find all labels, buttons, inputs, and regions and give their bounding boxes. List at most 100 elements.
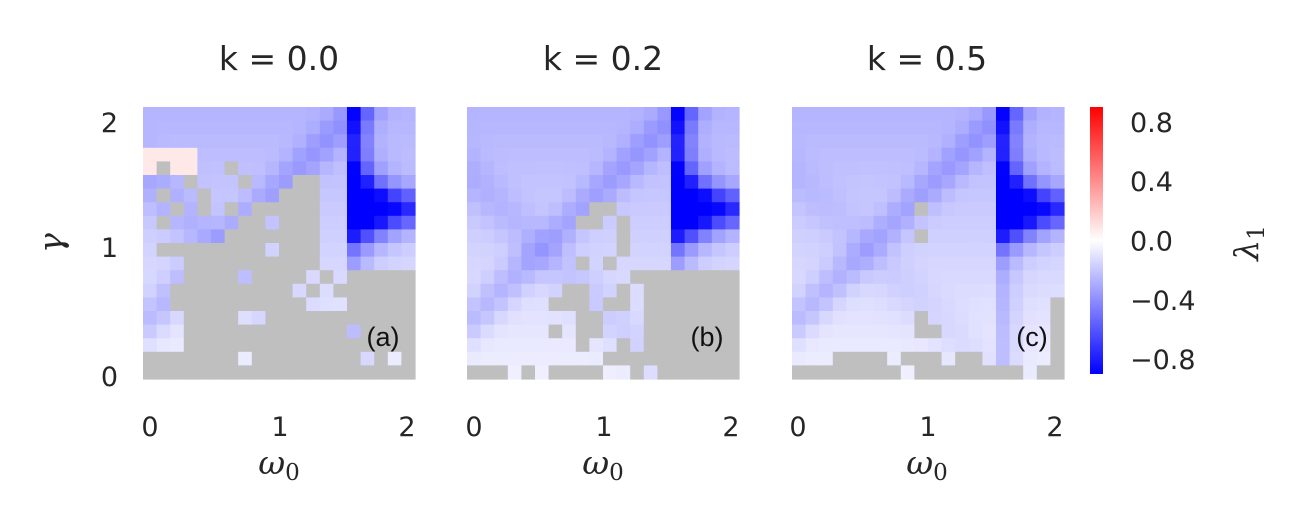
heatmap-cell (319, 297, 334, 312)
heatmap-cell (805, 215, 820, 230)
heatmap-cell (143, 229, 158, 244)
heatmap-cell (562, 270, 577, 285)
heatmap-cell (1036, 147, 1051, 162)
heatmap-cell (374, 188, 389, 203)
heatmap-cell (846, 351, 861, 366)
heatmap-cell (575, 215, 590, 230)
heatmap-cell (928, 202, 943, 217)
heatmap-cell (575, 188, 590, 203)
heatmap-cell (156, 297, 171, 312)
heatmap-cell (684, 256, 699, 271)
svg-text:ω0: ω0 (582, 443, 624, 486)
heatmap-cell (955, 161, 970, 176)
heatmap-cell (333, 215, 348, 230)
heatmap-cell (657, 311, 672, 326)
heatmap-cell (603, 243, 618, 258)
heatmap-cell (238, 243, 253, 258)
heatmap-cell (860, 351, 875, 366)
heatmap-cell (279, 229, 294, 244)
heatmap-cell (265, 120, 280, 135)
heatmap-cell (603, 351, 618, 366)
heatmap-cell (251, 283, 266, 298)
heatmap-cell (1050, 311, 1065, 326)
heatmap-cell (562, 215, 577, 230)
heatmap-cell (562, 147, 577, 162)
heatmap-cell (630, 107, 645, 122)
heatmap-cell (900, 147, 915, 162)
heatmap-cell (616, 324, 631, 339)
heatmap-cell (873, 120, 888, 135)
heatmap-cell (143, 338, 158, 353)
heatmap-cell (1036, 229, 1051, 244)
heatmap-cell (306, 351, 321, 366)
heatmap-cell (996, 351, 1011, 366)
heatmap-cell (319, 338, 334, 353)
heatmap-cell (1009, 311, 1024, 326)
heatmap-cell (832, 365, 847, 380)
heatmap-cell (401, 365, 416, 380)
heatmap-cell (211, 297, 226, 312)
heatmap-cell (143, 270, 158, 285)
heatmap-cell (819, 270, 834, 285)
heatmap-cell (968, 229, 983, 244)
heatmap-cell (480, 134, 495, 149)
heatmap-cell (805, 107, 820, 122)
heatmap-cell (521, 134, 536, 149)
heatmap-cell (982, 229, 997, 244)
heatmap-cell (562, 311, 577, 326)
heatmap-cell (589, 120, 604, 135)
heatmap-cell (494, 107, 509, 122)
heatmap-cell (333, 270, 348, 285)
heatmap-cell (887, 161, 902, 176)
heatmap-cell (292, 202, 307, 217)
heatmap-cell (941, 107, 956, 122)
y-tick-0: 0 (101, 362, 118, 393)
heatmap-cell (873, 297, 888, 312)
heatmap-cell (1009, 283, 1024, 298)
heatmap-cell (238, 311, 253, 326)
x-tick-0: 0 (789, 412, 806, 443)
heatmap-cell (347, 188, 362, 203)
x-tick-1: 1 (271, 412, 288, 443)
heatmap-cell (914, 338, 929, 353)
heatmap-cell (183, 147, 198, 162)
heatmap-cell (211, 161, 226, 176)
heatmap-cell (535, 338, 550, 353)
heatmap-cell (900, 338, 915, 353)
heatmap-cell (467, 229, 482, 244)
heatmap-cell (1009, 243, 1024, 258)
heatmap-cell (900, 311, 915, 326)
heatmap-cell (467, 202, 482, 217)
heatmap-cell (819, 243, 834, 258)
heatmap-cell (467, 297, 482, 312)
heatmap-cell (279, 175, 294, 190)
heatmap-cell (698, 202, 713, 217)
heatmap-cell (805, 365, 820, 380)
heatmap-cell (238, 283, 253, 298)
heatmap-cell (183, 256, 198, 271)
heatmap-cell (846, 324, 861, 339)
heatmap-cell (616, 256, 631, 271)
heatmap-cell (684, 202, 699, 217)
heatmap-cell (1023, 338, 1038, 353)
heatmap-cell (562, 243, 577, 258)
heatmap-cell (170, 134, 185, 149)
heatmap-cell (306, 134, 321, 149)
heatmap-cell (143, 175, 158, 190)
y-tick-2: 2 (101, 108, 118, 139)
heatmap-cell (480, 311, 495, 326)
heatmap-cell (347, 311, 362, 326)
heatmap-cell (306, 256, 321, 271)
heatmap-cell (671, 324, 686, 339)
heatmap-cell (725, 283, 740, 298)
heatmap-cell (616, 161, 631, 176)
heatmap-cell (616, 107, 631, 122)
heatmap-cell (494, 147, 509, 162)
heatmap-cell (507, 147, 522, 162)
heatmap-cell (279, 283, 294, 298)
heatmap-cell (480, 297, 495, 312)
heatmap-cell (494, 324, 509, 339)
heatmap-cell (279, 351, 294, 366)
heatmap-cell (387, 161, 402, 176)
heatmap-cell (725, 215, 740, 230)
